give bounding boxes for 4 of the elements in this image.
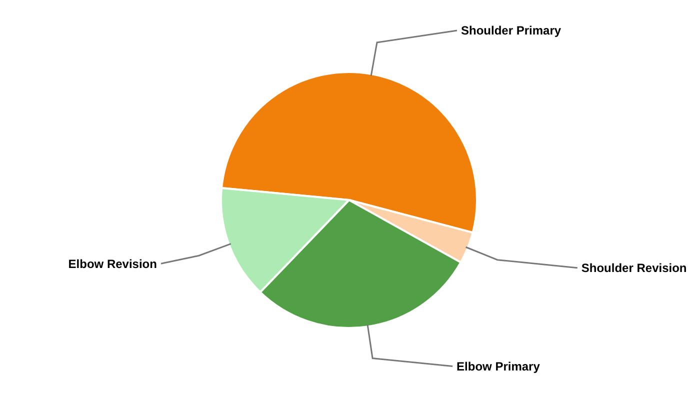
- slice-label: Elbow Revision: [68, 256, 157, 271]
- slice-label: Shoulder Revision: [581, 261, 687, 276]
- slice-label: Shoulder Primary: [461, 24, 562, 38]
- slice-label: Elbow Primary: [456, 359, 540, 374]
